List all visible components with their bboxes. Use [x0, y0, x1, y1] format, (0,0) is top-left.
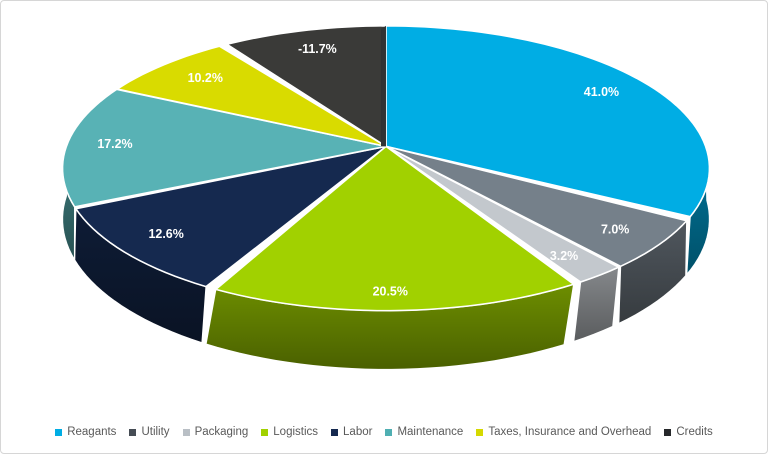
- pie-slice-maintenance: [61, 88, 387, 208]
- legend-label: Labor: [343, 426, 373, 438]
- pie-cut-face-strip: [381, 25, 386, 147]
- pie-slice-credits: [226, 25, 387, 148]
- pie-top-faces: [61, 25, 711, 312]
- pie-slice-labor: [75, 145, 387, 288]
- legend-marker-logistics: [261, 428, 269, 436]
- slice-label-logistics: 20.5%: [373, 285, 408, 299]
- legend-marker-reagants: [55, 428, 63, 436]
- pie-slice-utility: [385, 145, 688, 268]
- pie-cut-face: [381, 25, 386, 147]
- legend-marker-maintenance: [385, 428, 393, 436]
- legend-item-maintenance: Maintenance: [385, 426, 463, 438]
- legend-label: Taxes, Insurance and Overhead: [488, 426, 652, 438]
- legend-item-logistics: Logistics: [261, 426, 318, 438]
- legend-label: Credits: [676, 426, 713, 438]
- legend-item-utility: Utility: [129, 426, 170, 438]
- pie-side-walls: [61, 145, 711, 371]
- pie-slice-logistics: [215, 145, 575, 312]
- slice-label-packaging: 3.2%: [550, 249, 578, 263]
- pie-data-labels: 41.0% 7.0% 3.2% 20.5% 12.6% 17.2% 10.2% -11.7%: [97, 42, 629, 299]
- legend-marker-utility: [129, 428, 137, 436]
- legend-marker-packaging: [182, 428, 190, 436]
- chart-legend: Reagants Utility Packaging Logistics Labor Ma…: [1, 426, 767, 438]
- legend-item-reagants: Reagants: [55, 426, 116, 438]
- legend-item-packaging: Packaging: [182, 426, 249, 438]
- slice-label-reagants: 41.0%: [584, 85, 619, 99]
- legend-marker-credits: [664, 428, 672, 436]
- slice-label-utility: 7.0%: [601, 222, 629, 236]
- legend-item-labor: Labor: [331, 426, 372, 438]
- legend-item-taxes-insurance-and-overhead: Taxes, Insurance and Overhead: [476, 426, 651, 438]
- legend-marker-labor: [331, 428, 339, 436]
- legend-marker-taxes-insurance-and-overhead: [476, 428, 484, 436]
- legend-label: Maintenance: [397, 426, 464, 438]
- legend-item-credits: Credits: [664, 426, 713, 438]
- slice-label-maintenance: 17.2%: [97, 137, 132, 151]
- pie-slice-reagants: [385, 25, 711, 218]
- slice-label-credits: -11.7%: [298, 42, 337, 56]
- pie-slice-taxes-insurance-and-overhead: [116, 45, 387, 148]
- legend-label: Logistics: [273, 426, 319, 438]
- legend-label: Reagants: [67, 426, 117, 438]
- slice-label-labor: 12.6%: [149, 227, 184, 241]
- legend-label: Utility: [141, 426, 170, 438]
- pie-slice-packaging: [385, 145, 620, 283]
- slice-label-taxes-insurance-and-overhead: 10.2%: [188, 71, 223, 85]
- legend-label: Packaging: [194, 426, 249, 438]
